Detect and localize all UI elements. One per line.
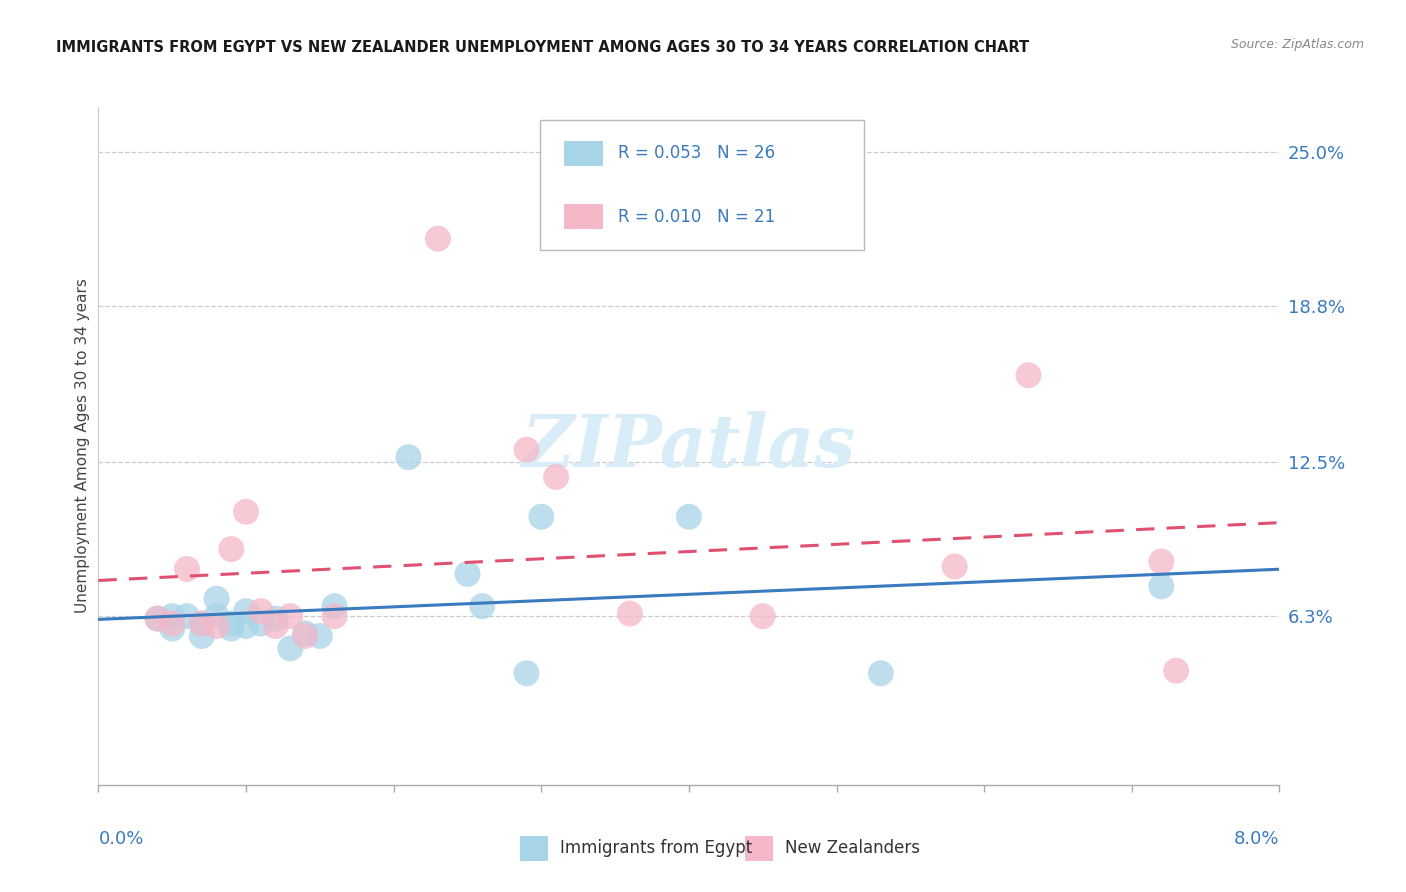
Point: [235, 604, 257, 618]
Point: [943, 559, 966, 574]
Point: [162, 616, 183, 631]
Text: ZIPatlas: ZIPatlas: [522, 410, 856, 482]
Point: [309, 629, 332, 643]
Text: Immigrants from Egypt: Immigrants from Egypt: [560, 839, 752, 857]
Text: New Zealanders: New Zealanders: [785, 839, 920, 857]
Point: [191, 616, 214, 631]
Point: [323, 609, 346, 624]
Point: [427, 232, 450, 246]
Point: [294, 629, 316, 643]
Point: [221, 622, 243, 636]
Y-axis label: Unemployment Among Ages 30 to 34 years: Unemployment Among Ages 30 to 34 years: [75, 278, 90, 614]
Point: [250, 604, 273, 618]
Point: [191, 629, 214, 643]
Text: 8.0%: 8.0%: [1234, 830, 1279, 847]
Point: [516, 666, 538, 681]
Point: [264, 619, 287, 633]
Point: [176, 609, 198, 624]
Point: [221, 616, 243, 631]
Point: [1166, 664, 1188, 678]
Text: R = 0.010   N = 21: R = 0.010 N = 21: [617, 208, 775, 226]
Point: [205, 619, 228, 633]
Point: [162, 609, 183, 624]
Point: [294, 626, 316, 640]
Point: [205, 591, 228, 606]
Point: [870, 666, 893, 681]
Point: [264, 611, 287, 625]
Point: [205, 609, 228, 624]
Point: [323, 599, 346, 614]
Point: [146, 611, 169, 625]
Point: [530, 509, 553, 524]
Point: [457, 566, 479, 581]
Point: [1150, 554, 1173, 568]
Point: [235, 619, 257, 633]
Point: [250, 616, 273, 631]
Text: Source: ZipAtlas.com: Source: ZipAtlas.com: [1230, 38, 1364, 52]
Point: [471, 599, 494, 614]
Point: [1018, 368, 1040, 383]
Point: [516, 442, 538, 457]
Point: [678, 509, 700, 524]
Text: R = 0.053   N = 26: R = 0.053 N = 26: [617, 145, 775, 162]
Text: IMMIGRANTS FROM EGYPT VS NEW ZEALANDER UNEMPLOYMENT AMONG AGES 30 TO 34 YEARS CO: IMMIGRANTS FROM EGYPT VS NEW ZEALANDER U…: [56, 40, 1029, 55]
Text: 0.0%: 0.0%: [98, 830, 143, 847]
Point: [176, 562, 198, 576]
Point: [1150, 579, 1173, 593]
Point: [280, 609, 302, 624]
Point: [546, 470, 568, 484]
Point: [619, 607, 641, 621]
Point: [398, 450, 420, 465]
Point: [191, 616, 214, 631]
Point: [146, 611, 169, 625]
Point: [235, 505, 257, 519]
Point: [752, 609, 775, 624]
Point: [162, 622, 183, 636]
Point: [280, 641, 302, 656]
Point: [221, 542, 243, 557]
